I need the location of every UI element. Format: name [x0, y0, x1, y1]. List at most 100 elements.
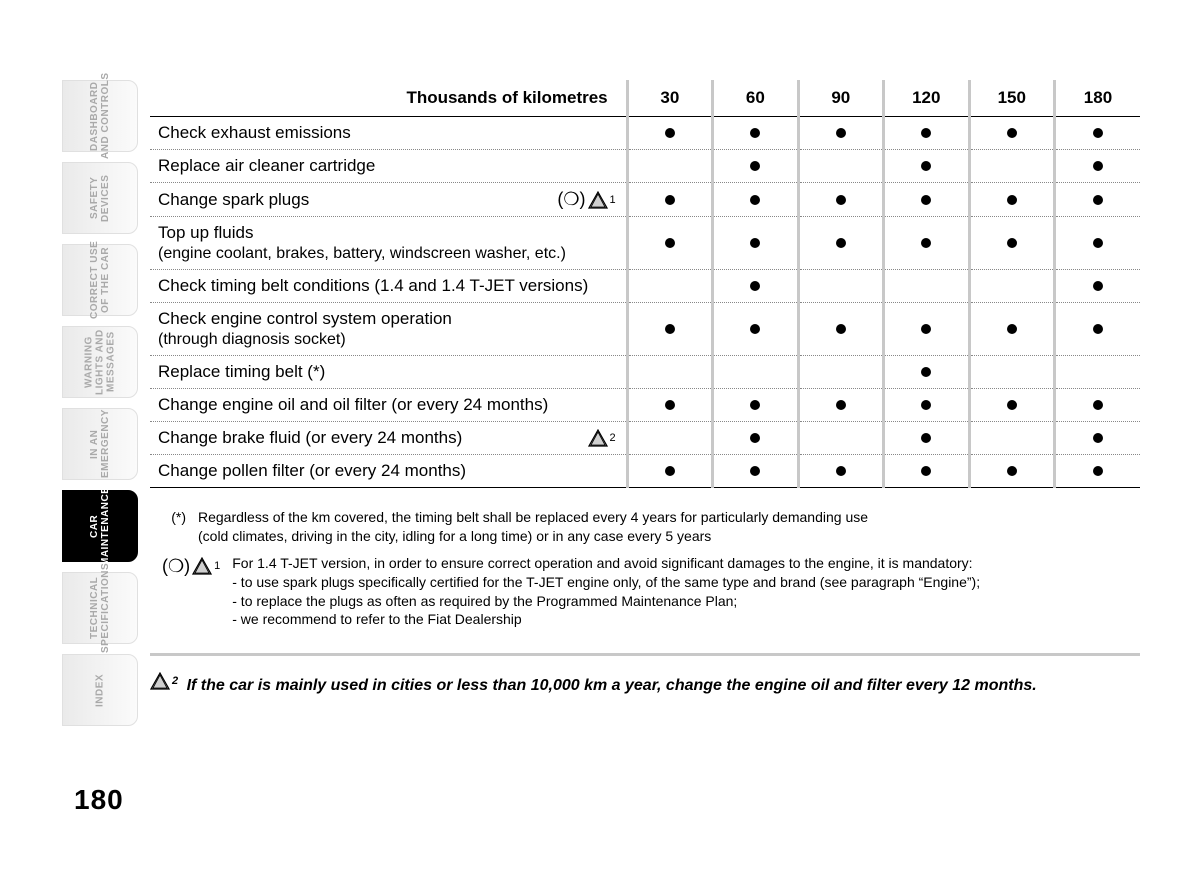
interval-cell: [627, 150, 712, 183]
dot-icon: [1007, 400, 1017, 410]
dot-icon: [921, 161, 931, 171]
interval-cell: [627, 217, 712, 270]
dot-icon: [836, 238, 846, 248]
interval-cell: [1054, 422, 1140, 455]
sidebar-tab[interactable]: CORRECT USE OF THE CAR: [62, 244, 138, 316]
dot-icon: [1007, 238, 1017, 248]
dot-icon: [921, 400, 931, 410]
page-number: 180: [74, 784, 124, 816]
footnote-sup-2: 2: [172, 674, 178, 689]
sidebar-tab[interactable]: TECHNICAL SPECIFICATIONS: [62, 572, 138, 644]
interval-cell: [884, 455, 969, 488]
dot-icon: [750, 400, 760, 410]
maintenance-item: Change pollen filter (or every 24 months…: [150, 455, 627, 488]
maintenance-item: Change spark plugs(❍) 1: [150, 183, 627, 217]
footnote-star-marker: (*): [162, 508, 186, 546]
interval-cell: [1054, 183, 1140, 217]
interval-cell: [627, 117, 712, 150]
dot-icon: [750, 281, 760, 291]
dot-icon: [921, 367, 931, 377]
interval-cell: [1054, 150, 1140, 183]
interval-cell: [969, 422, 1054, 455]
dot-icon: [750, 324, 760, 334]
dot-icon: [665, 195, 675, 205]
warning-triangle-icon: [150, 672, 170, 690]
dot-icon: [1093, 281, 1103, 291]
dot-icon: [921, 128, 931, 138]
dot-icon: [921, 195, 931, 205]
interval-cell: [798, 303, 883, 356]
interval-cell: [627, 422, 712, 455]
dot-icon: [1093, 324, 1103, 334]
interval-cell: [798, 270, 883, 303]
interval-cell: [713, 422, 798, 455]
dot-icon: [1093, 195, 1103, 205]
dot-icon: [665, 466, 675, 476]
sidebar-tab[interactable]: INDEX: [62, 654, 138, 726]
maintenance-item: Change brake fluid (or every 24 months)2: [150, 422, 627, 455]
interval-cell: [1054, 303, 1140, 356]
interval-cell: [713, 150, 798, 183]
maintenance-item: Replace air cleaner cartridge: [150, 150, 627, 183]
dot-icon: [750, 238, 760, 248]
interval-cell: [884, 150, 969, 183]
dot-icon: [921, 466, 931, 476]
dot-icon: [836, 324, 846, 334]
column-header: 120: [884, 80, 969, 117]
interval-cell: [969, 303, 1054, 356]
warning-triangle-icon: [192, 557, 212, 575]
dot-icon: [665, 128, 675, 138]
dot-icon: [921, 433, 931, 443]
dot-icon: [1093, 433, 1103, 443]
sidebar-tab[interactable]: SAFETY DEVICES: [62, 162, 138, 234]
interval-cell: [969, 217, 1054, 270]
dot-icon: [1093, 161, 1103, 171]
interval-cell: [884, 183, 969, 217]
interval-cell: [884, 389, 969, 422]
interval-cell: [713, 356, 798, 389]
dot-icon: [836, 128, 846, 138]
dot-icon: [1007, 466, 1017, 476]
maintenance-item: Top up fluids(engine coolant, brakes, ba…: [150, 217, 627, 270]
maintenance-item: Check exhaust emissions: [150, 117, 627, 150]
interval-cell: [713, 389, 798, 422]
interval-cell: [713, 217, 798, 270]
interval-cell: [798, 150, 883, 183]
column-header: 90: [798, 80, 883, 117]
interval-cell: [627, 183, 712, 217]
interval-cell: [627, 455, 712, 488]
dot-icon: [750, 433, 760, 443]
dot-icon: [1093, 466, 1103, 476]
dot-icon: [665, 238, 675, 248]
dot-icon: [750, 161, 760, 171]
interval-cell: [884, 356, 969, 389]
dot-icon: [750, 128, 760, 138]
footnote-1-text: For 1.4 T-JET version, in order to ensur…: [232, 554, 980, 630]
dot-icon: [836, 195, 846, 205]
maintenance-item: Replace timing belt (*): [150, 356, 627, 389]
interval-cell: [713, 270, 798, 303]
interval-cell: [969, 183, 1054, 217]
interval-cell: [713, 183, 798, 217]
sidebar-tab[interactable]: WARNING LIGHTS AND MESSAGES: [62, 326, 138, 398]
interval-cell: [884, 422, 969, 455]
interval-cell: [969, 455, 1054, 488]
interval-cell: [884, 217, 969, 270]
interval-cell: [884, 303, 969, 356]
sidebar-tab[interactable]: IN AN EMERGENCY: [62, 408, 138, 480]
sidebar-tab[interactable]: CAR MAINTENANCE: [62, 490, 138, 562]
interval-cell: [1054, 217, 1140, 270]
dot-icon: [1007, 128, 1017, 138]
footnote-star-text: Regardless of the km covered, the timing…: [198, 508, 868, 546]
interval-cell: [969, 356, 1054, 389]
maintenance-item: Check timing belt conditions (1.4 and 1.…: [150, 270, 627, 303]
interval-cell: [798, 389, 883, 422]
interval-cell: [713, 455, 798, 488]
interval-cell: [969, 117, 1054, 150]
dot-icon: [1007, 195, 1017, 205]
dot-icon: [750, 466, 760, 476]
interval-cell: [969, 389, 1054, 422]
interval-cell: [884, 117, 969, 150]
sidebar-tab[interactable]: DASHBOARD AND CONTROLS: [62, 80, 138, 152]
interval-cell: [798, 183, 883, 217]
